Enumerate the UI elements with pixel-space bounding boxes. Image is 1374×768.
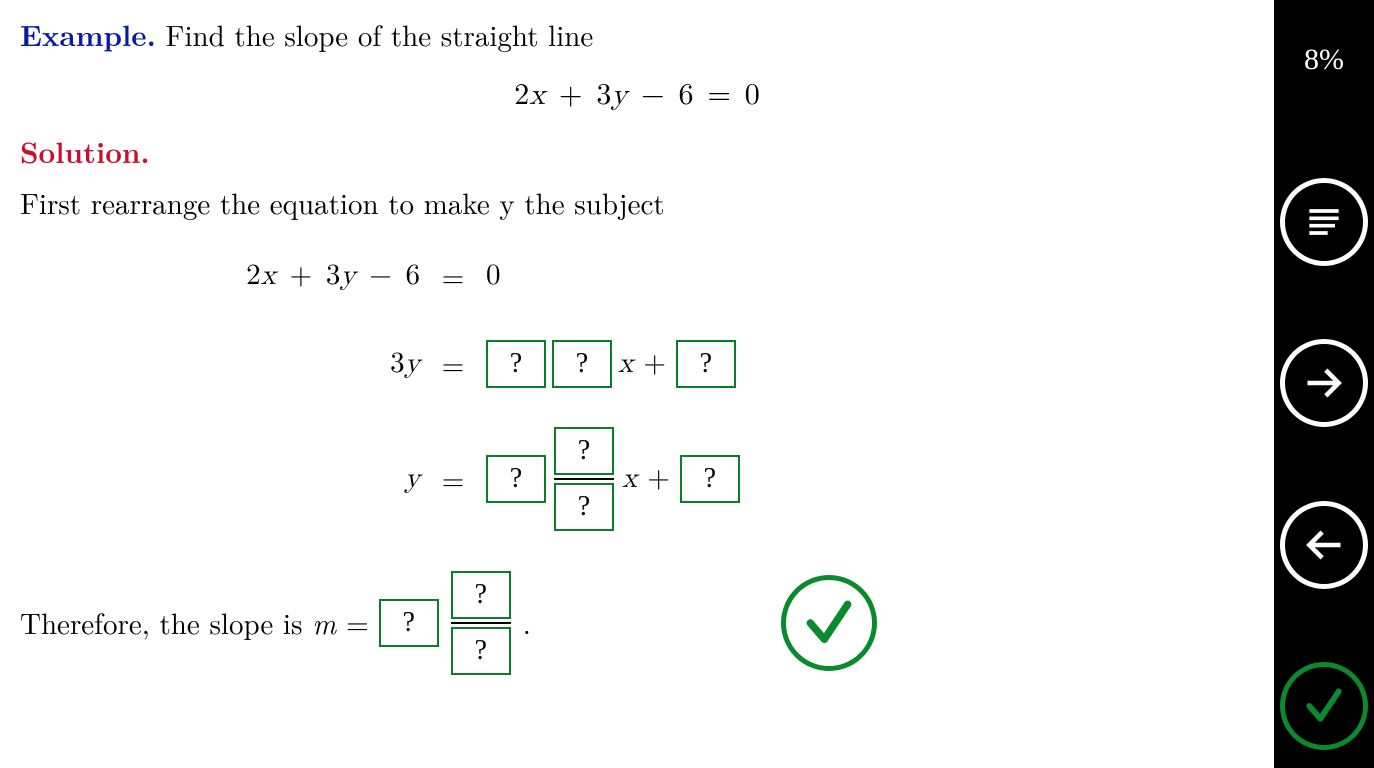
step2-var: x [618,346,633,381]
step2-eq: = [438,343,468,384]
final-text: Therefore, the slope is [20,602,302,643]
example-text: Find the slope of the straight line [166,14,594,55]
fraction-bar [554,478,614,480]
answer-box[interactable]: ? [554,427,614,475]
next-button[interactable] [1280,339,1368,427]
content-area: Example. Find the slope of the straight … [0,0,1274,768]
check-answer-button[interactable] [781,575,877,671]
step2-rhs: ? ? x + ? [468,340,736,388]
step3-lhs: y [220,461,438,496]
final-m: m [312,602,336,643]
step-row-3: y = ? ? ? x + ? [220,427,1254,531]
answer-box[interactable]: ? [680,455,740,503]
final-period: . [523,602,531,643]
answer-box[interactable]: ? [451,627,511,675]
menu-icon [1302,200,1346,244]
step-row-1: 2x + 3y − 6 = 0 [220,251,1254,301]
sidebar: 8% [1274,0,1374,768]
progress-text: 8% [1304,43,1344,77]
example-line: Example. Find the slope of the straight … [20,16,1254,53]
answer-box[interactable]: ? [552,340,612,388]
answer-box[interactable]: ? [486,455,546,503]
answer-box[interactable]: ? [486,340,546,388]
solution-intro-text: First rearrange the equation to make y t… [20,182,665,223]
answer-box[interactable]: ? [379,599,439,647]
check-icon [1302,684,1346,728]
answer-box[interactable]: ? [676,340,736,388]
next-arrow-icon [1302,361,1346,405]
progress-indicator: 8% [1304,10,1344,110]
final-row: Therefore, the slope is m = ? ? ? . [20,571,1254,675]
check-icon [801,595,857,651]
step1-eq: = [438,255,468,296]
main-equation: 2x + 3y − 6 = 0 [20,77,1254,113]
final-eq: = [346,602,369,643]
solution-line: Solution. [20,133,1254,170]
menu-button[interactable] [1280,178,1368,266]
fraction-bar [451,622,511,624]
sidebar-check-button[interactable] [1280,662,1368,750]
step3-var: x [622,461,637,496]
equation-steps: 2x + 3y − 6 = 0 3y = ? ? x + ? [220,251,1254,531]
fraction: ? ? [554,427,614,531]
answer-box[interactable]: ? [554,483,614,531]
back-arrow-icon [1302,523,1346,567]
step3-eq: = [438,458,468,499]
step1-rhs-val: 0 [486,258,501,293]
step3-op: + [643,461,674,496]
fraction: ? ? [451,571,511,675]
step1-rhs: 0 [468,258,501,293]
page-root: Example. Find the slope of the straight … [0,0,1374,768]
solution-label: Solution. [20,130,150,172]
example-label: Example. [20,13,156,55]
back-button[interactable] [1280,501,1368,589]
solution-intro: First rearrange the equation to make y t… [20,185,1254,221]
step3-rhs: ? ? ? x + ? [468,427,740,531]
step1-lhs: 2x + 3y − 6 [220,258,438,293]
step-row-2: 3y = ? ? x + ? [220,339,1254,389]
step2-lhs: 3y [220,346,438,381]
answer-box[interactable]: ? [451,571,511,619]
step2-op: + [639,346,670,381]
